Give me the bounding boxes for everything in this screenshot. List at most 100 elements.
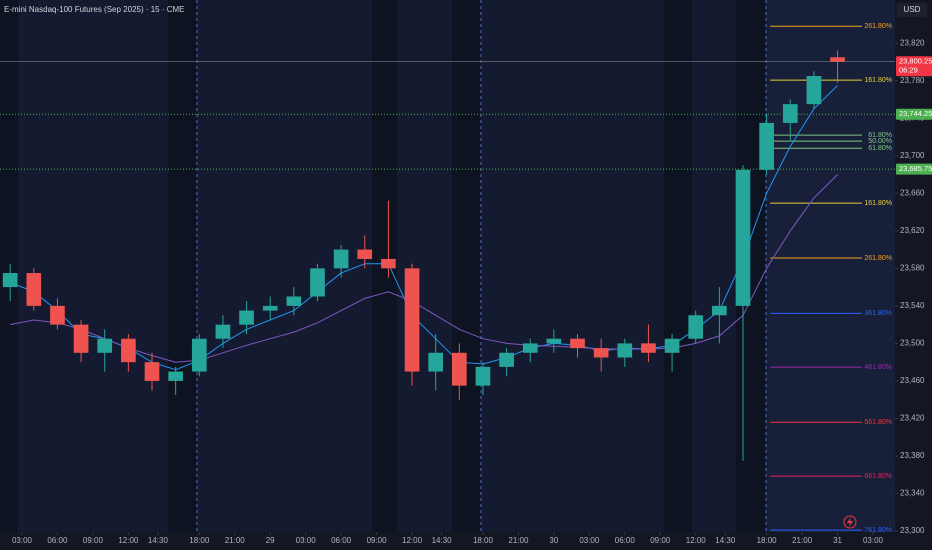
x-tick-label: 12:00 bbox=[686, 536, 707, 545]
candle-body bbox=[50, 305, 65, 325]
fib-label: 761.80% bbox=[864, 527, 892, 534]
candle-body bbox=[286, 296, 302, 306]
countdown: 06:29 bbox=[899, 66, 918, 75]
candle-body bbox=[759, 122, 774, 170]
fib-label: 61.80% bbox=[868, 145, 892, 152]
x-tick-label: 14:30 bbox=[432, 536, 453, 545]
x-tick-label: 30 bbox=[549, 536, 558, 545]
y-tick-label: 23,460 bbox=[900, 376, 925, 385]
candle-body bbox=[168, 371, 183, 381]
candle-body bbox=[782, 104, 798, 123]
y-tick-label: 23,300 bbox=[900, 526, 925, 535]
x-tick-label: 31 bbox=[833, 536, 842, 545]
y-tick-label: 23,780 bbox=[900, 76, 925, 85]
x-tick-label: 18:00 bbox=[473, 536, 494, 545]
x-tick-label: 21:00 bbox=[792, 536, 813, 545]
candle-body bbox=[570, 338, 585, 349]
candle-body bbox=[522, 343, 538, 353]
plot: 261.80% 161.80% 61.80%50.00%61.80% 161.80% 2… bbox=[0, 23, 895, 534]
candle-body bbox=[451, 352, 467, 386]
x-tick-label: 03:00 bbox=[296, 536, 317, 545]
candle-body bbox=[593, 348, 609, 358]
x-tick-label: 06:00 bbox=[47, 536, 68, 545]
x-tick-label: 21:00 bbox=[508, 536, 529, 545]
x-tick-label: 09:00 bbox=[367, 536, 388, 545]
price-tag-label: 23,800.25 bbox=[899, 57, 932, 66]
candle-body bbox=[215, 324, 231, 339]
candle-body bbox=[806, 76, 822, 105]
session-shade bbox=[0, 0, 18, 532]
candle-body bbox=[73, 324, 89, 353]
x-tick-label: 09:00 bbox=[650, 536, 671, 545]
x-tick-label: 09:00 bbox=[83, 536, 104, 545]
time-axis bbox=[0, 532, 895, 550]
fib-label: 161.80% bbox=[864, 200, 892, 207]
y-tick-label: 23,340 bbox=[900, 489, 925, 498]
moving-average bbox=[10, 174, 838, 363]
candle-body bbox=[262, 305, 278, 311]
candle-body bbox=[357, 249, 373, 259]
x-tick-label: 14:30 bbox=[148, 536, 169, 545]
fib-label: 261.80% bbox=[864, 23, 892, 30]
x-tick-label: 14:30 bbox=[715, 536, 736, 545]
y-tick-label: 23,380 bbox=[900, 451, 925, 460]
candle-body bbox=[664, 338, 680, 353]
currency: USD bbox=[904, 5, 921, 14]
x-tick-label: 21:00 bbox=[225, 536, 246, 545]
candle-body bbox=[310, 268, 325, 297]
fib-label: 261.80% bbox=[864, 255, 892, 262]
candle-body bbox=[428, 352, 444, 372]
alert-bolt bbox=[847, 517, 853, 527]
x-tick-label: 18:00 bbox=[189, 536, 210, 545]
candle-body bbox=[404, 268, 420, 372]
candle-body bbox=[333, 249, 349, 269]
fib-label: 561.80% bbox=[864, 419, 892, 426]
candle-body bbox=[546, 338, 562, 344]
session-shade bbox=[168, 0, 197, 532]
x-tick-label: 12:00 bbox=[402, 536, 423, 545]
candle-body bbox=[617, 343, 633, 358]
candle-body bbox=[735, 169, 751, 306]
x-tick-label: 06:00 bbox=[615, 536, 636, 545]
y-tick-label: 23,820 bbox=[900, 38, 925, 47]
fib-label: 161.80% bbox=[864, 77, 892, 84]
x-tick-label: 03:00 bbox=[579, 536, 600, 545]
candle-body bbox=[499, 352, 514, 367]
fib-label: 61.80% bbox=[868, 132, 892, 139]
session-shade bbox=[452, 0, 481, 532]
candle-body bbox=[2, 273, 18, 288]
fib-label: 50.00% bbox=[868, 138, 892, 145]
currency-box bbox=[897, 3, 927, 17]
y-tick-label: 23,420 bbox=[900, 414, 925, 423]
candle-body bbox=[97, 338, 113, 353]
fib-label: 461.80% bbox=[864, 364, 892, 371]
candle-body bbox=[475, 366, 491, 386]
candle-body bbox=[239, 310, 254, 325]
x-tick-label: 06:00 bbox=[331, 536, 352, 545]
x-tick-label: 03:00 bbox=[863, 536, 884, 545]
candle-body bbox=[26, 273, 42, 306]
candle-body bbox=[191, 338, 207, 372]
candle-body bbox=[830, 57, 845, 62]
candle-body bbox=[121, 338, 136, 363]
x-tick-label: 03:00 bbox=[12, 536, 33, 545]
candle-body bbox=[712, 305, 727, 316]
alert-icon[interactable] bbox=[843, 515, 857, 529]
price-tag bbox=[896, 108, 932, 120]
fib-label: 361.80% bbox=[864, 310, 892, 317]
price-tag-label: 23,685.75 bbox=[899, 164, 932, 173]
y-tick-label: 23,500 bbox=[900, 339, 925, 348]
candle-body bbox=[144, 362, 160, 381]
y-tick-label: 23,580 bbox=[900, 263, 925, 272]
y-tick-label: 23,660 bbox=[900, 188, 925, 197]
price-tag bbox=[896, 163, 932, 175]
fib-label: 661.80% bbox=[864, 473, 892, 480]
session-shade bbox=[766, 0, 895, 532]
price-tag-label: 23,744.25 bbox=[899, 109, 932, 118]
session-shade bbox=[664, 0, 692, 532]
candle-body bbox=[688, 315, 704, 339]
y-tick-label: 23,700 bbox=[900, 151, 925, 160]
y-tick-label: 23,620 bbox=[900, 226, 925, 235]
x-tick-label: 12:00 bbox=[118, 536, 139, 545]
